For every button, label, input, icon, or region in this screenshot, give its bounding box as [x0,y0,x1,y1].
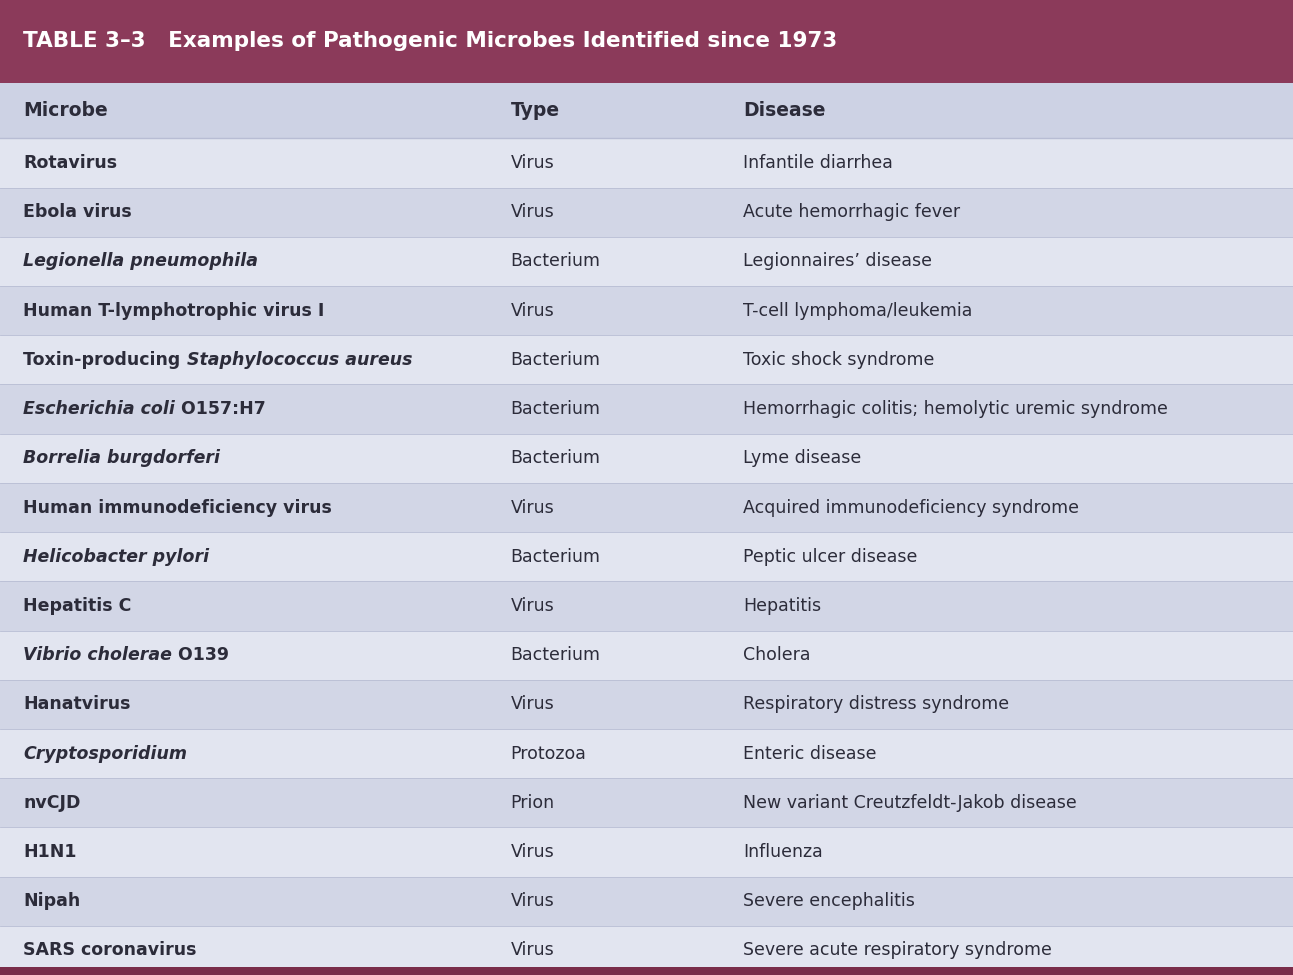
Bar [0,286,1293,335]
Text: Cholera: Cholera [743,646,811,664]
Text: Peptic ulcer disease: Peptic ulcer disease [743,548,918,566]
Text: Legionnaires’ disease: Legionnaires’ disease [743,253,932,270]
Text: Virus: Virus [511,843,555,861]
Text: SARS coronavirus: SARS coronavirus [23,942,197,959]
Text: Virus: Virus [511,892,555,911]
Text: Virus: Virus [511,301,555,320]
Bar [0,434,1293,483]
Text: O157:H7: O157:H7 [175,400,266,418]
Bar [0,778,1293,828]
Bar [0,926,1293,975]
Text: Hepatitis C: Hepatitis C [23,597,132,615]
Text: Virus: Virus [511,154,555,172]
Bar [0,138,1293,187]
Text: Type: Type [511,101,560,120]
Text: Virus: Virus [511,597,555,615]
Bar [0,680,1293,729]
Text: Legionella pneumophila: Legionella pneumophila [23,253,259,270]
Text: Toxin-producing: Toxin-producing [23,351,186,369]
Text: Lyme disease: Lyme disease [743,449,861,467]
Text: Enteric disease: Enteric disease [743,745,877,762]
Bar [0,483,1293,532]
Text: Staphylococcus aureus: Staphylococcus aureus [186,351,412,369]
Text: Nipah: Nipah [23,892,80,911]
Text: Bacterium: Bacterium [511,548,601,566]
Text: Severe encephalitis: Severe encephalitis [743,892,915,911]
Text: Acquired immunodeficiency syndrome: Acquired immunodeficiency syndrome [743,498,1080,517]
Bar [0,631,1293,680]
Bar [0,335,1293,384]
Text: Bacterium: Bacterium [511,351,601,369]
Text: Microbe: Microbe [23,101,109,120]
Text: Bacterium: Bacterium [511,253,601,270]
Text: Human immunodeficiency virus: Human immunodeficiency virus [23,498,332,517]
Text: Infantile diarrhea: Infantile diarrhea [743,154,893,172]
Text: Toxic shock syndrome: Toxic shock syndrome [743,351,935,369]
Bar [0,967,1293,975]
Text: TABLE 3–3   Examples of Pathogenic Microbes Identified since 1973: TABLE 3–3 Examples of Pathogenic Microbe… [23,31,838,52]
Bar [0,0,1293,83]
Text: Bacterium: Bacterium [511,400,601,418]
Text: nvCJD: nvCJD [23,794,80,812]
Bar [0,237,1293,286]
Text: Hanatvirus: Hanatvirus [23,695,131,714]
Text: Rotavirus: Rotavirus [23,154,118,172]
Text: Virus: Virus [511,498,555,517]
Bar [0,729,1293,778]
Text: Cryptosporidium: Cryptosporidium [23,745,187,762]
Text: Borrelia burgdorferi: Borrelia burgdorferi [23,449,220,467]
Text: Hepatitis: Hepatitis [743,597,821,615]
Text: Virus: Virus [511,695,555,714]
Text: Disease: Disease [743,101,826,120]
Text: Human T-lymphotrophic virus I: Human T-lymphotrophic virus I [23,301,325,320]
Text: Protozoa: Protozoa [511,745,587,762]
Text: Virus: Virus [511,942,555,959]
Text: Bacterium: Bacterium [511,449,601,467]
Text: Virus: Virus [511,203,555,221]
Bar [0,877,1293,926]
Bar [0,83,1293,138]
Bar [0,581,1293,631]
Text: Hemorrhagic colitis; hemolytic uremic syndrome: Hemorrhagic colitis; hemolytic uremic sy… [743,400,1169,418]
Text: Prion: Prion [511,794,555,812]
Bar [0,187,1293,237]
Text: T-cell lymphoma/leukemia: T-cell lymphoma/leukemia [743,301,972,320]
Bar [0,532,1293,581]
Text: Influenza: Influenza [743,843,824,861]
Text: Respiratory distress syndrome: Respiratory distress syndrome [743,695,1010,714]
Text: Severe acute respiratory syndrome: Severe acute respiratory syndrome [743,942,1053,959]
Text: New variant Creutzfeldt-Jakob disease: New variant Creutzfeldt-Jakob disease [743,794,1077,812]
Text: Bacterium: Bacterium [511,646,601,664]
Bar [0,384,1293,434]
Text: Acute hemorrhagic fever: Acute hemorrhagic fever [743,203,961,221]
Text: Ebola virus: Ebola virus [23,203,132,221]
Text: Escherichia coli: Escherichia coli [23,400,175,418]
Bar [0,828,1293,877]
Text: Helicobacter pylori: Helicobacter pylori [23,548,209,566]
Text: O139: O139 [172,646,229,664]
Text: H1N1: H1N1 [23,843,76,861]
Text: Vibrio cholerae: Vibrio cholerae [23,646,172,664]
